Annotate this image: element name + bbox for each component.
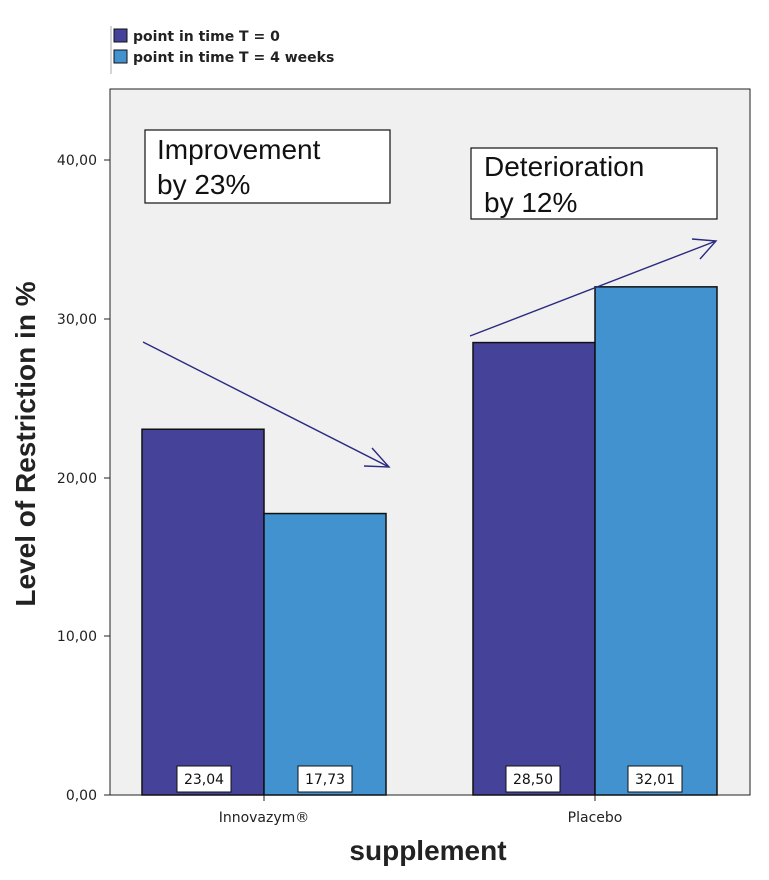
bar-placebo-t0 [472,341,596,796]
y-axis-title: Level of Restriction in % [10,281,41,606]
arrow-down-head [363,447,391,468]
data-label-placebo-t0: 28,50 [513,772,553,788]
x-axis: Innovazym® Placebo [219,795,623,826]
data-label-box-placebo-t0 [505,765,561,793]
legend-label-t4: point in time T = 4 weeks [133,50,334,66]
y-tick-label-40: 40,00 [57,153,97,169]
y-axis: 0,00 10,00 20,00 30,00 40,00 [57,153,110,804]
arrow-up-head [691,238,718,260]
annotation-text-improvement-line2: by 23% [157,169,250,200]
annotation-improvement: Improvement by 23% [144,129,391,204]
data-labels: 23,04 17,73 28,50 32,01 [176,765,683,793]
annotation-box-improvement [144,129,391,204]
y-tick-label-20: 20,00 [57,471,97,487]
legend-swatch-t4 [113,49,128,64]
y-tick-label-30: 30,00 [57,312,97,328]
arrow-down-line [142,341,390,468]
y-tick-label-0: 0,00 [66,788,97,804]
data-label-innovazym-t4: 17,73 [305,772,345,788]
annotation-text-deterioration-line1: Deterioration [484,151,644,182]
annotation-text-deterioration-line2: by 12% [484,187,577,218]
bar-innovazym-t4 [263,512,387,796]
data-label-box-innovazym-t4 [297,765,353,793]
data-label-box-innovazym-t0 [176,765,232,793]
arrows [142,238,718,468]
legend-swatch-t0 [113,28,128,43]
legend-label-t0: point in time T = 0 [133,29,280,45]
data-label-placebo-t4: 32,01 [635,772,675,788]
bar-placebo-t4 [594,286,718,796]
bars [141,286,718,796]
y-tick-label-10: 10,00 [57,629,97,645]
data-label-box-placebo-t4 [627,765,683,793]
arrow-up-line [469,240,717,337]
annotation-deterioration: Deterioration by 12% [470,147,718,220]
bar-innovazym-t0 [141,428,265,796]
annotation-box-deterioration [470,147,718,220]
annotation-text-improvement-line1: Improvement [157,134,321,165]
legend: point in time T = 0 point in time T = 4 … [110,26,334,74]
x-category-innovazym: Innovazym® [219,810,310,826]
x-category-placebo: Placebo [568,810,623,826]
x-axis-title: supplement [349,835,506,866]
data-label-innovazym-t0: 23,04 [184,772,224,788]
